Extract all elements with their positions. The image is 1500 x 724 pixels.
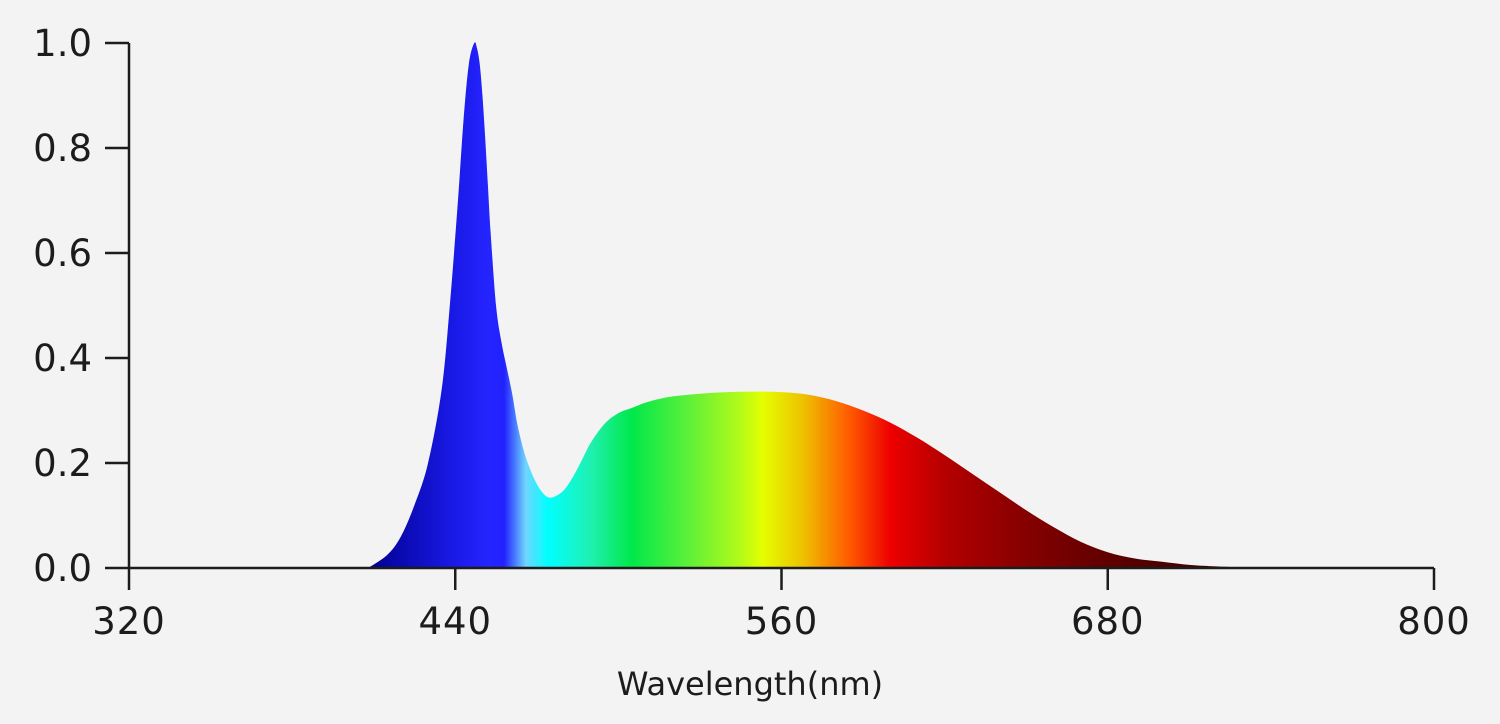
x-axis-title: Wavelength(nm) bbox=[617, 665, 883, 703]
x-tick-label: 800 bbox=[1397, 600, 1471, 643]
x-tick-label: 680 bbox=[1071, 600, 1145, 643]
y-tick-label: 0.2 bbox=[33, 442, 92, 485]
y-tick-label: 0.8 bbox=[33, 127, 92, 170]
spectrum-area bbox=[368, 42, 1250, 569]
x-tick-label: 440 bbox=[418, 600, 492, 643]
y-tick-label: 1.0 bbox=[33, 22, 92, 65]
x-tick-label: 560 bbox=[745, 600, 819, 643]
y-tick-label: 0.0 bbox=[33, 547, 92, 590]
y-tick-label: 0.6 bbox=[33, 232, 92, 275]
x-tick-label: 320 bbox=[92, 600, 166, 643]
axes-layer bbox=[105, 41, 1436, 590]
labels-layer: 0.0 0.2 0.4 0.6 0.8 1.0 320 440 560 680 800 bbox=[33, 22, 1471, 643]
y-tick-label: 0.4 bbox=[33, 337, 92, 380]
area-layer bbox=[368, 42, 1250, 569]
